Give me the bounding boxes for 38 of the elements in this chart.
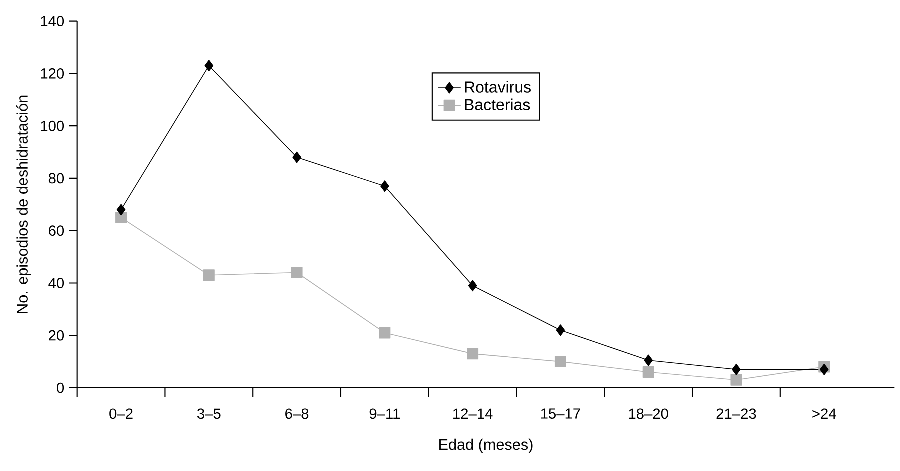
point — [554, 356, 566, 368]
point — [642, 366, 654, 378]
point — [292, 152, 302, 164]
y-tick-label: 40 — [48, 278, 64, 289]
legend-label: Bacterias — [465, 98, 530, 111]
y-tick-label: 120 — [41, 68, 64, 80]
point — [644, 354, 653, 366]
x-axis-title: Edad (meses) — [440, 439, 533, 454]
point — [116, 204, 126, 216]
y-axis-title: No. episodios de deshidratación — [16, 96, 31, 314]
y-tick-label: 140 — [41, 16, 64, 27]
x-tick-label: 9–11 — [370, 408, 400, 420]
point — [291, 267, 303, 279]
point — [730, 374, 742, 386]
point — [203, 270, 215, 282]
point — [556, 324, 566, 336]
y-tick-label: 100 — [41, 121, 64, 132]
x-tick-label: 18–20 — [629, 408, 668, 420]
x-tick-label: 6–8 — [286, 408, 309, 420]
point — [467, 348, 479, 360]
x-tick-label: 0–2 — [110, 408, 133, 420]
point — [204, 60, 214, 72]
y-tick-label: 80 — [48, 173, 64, 184]
legend-label: Rotavirus — [465, 81, 531, 94]
x-tick-label: 12–14 — [454, 408, 493, 420]
y-tick-label: 60 — [49, 226, 64, 236]
x-tick-label: 15–17 — [541, 408, 580, 420]
y-tick-label: 20 — [49, 330, 64, 341]
y-tick-label: 0 — [57, 382, 64, 394]
point — [379, 327, 391, 339]
point — [468, 280, 478, 292]
point — [732, 364, 741, 376]
point — [820, 364, 829, 376]
point — [380, 180, 390, 192]
x-tick-label: 21–23 — [716, 408, 756, 420]
x-tick-label: 3–5 — [197, 408, 221, 420]
point — [116, 212, 128, 224]
x-tick-label: >24 — [812, 408, 836, 420]
